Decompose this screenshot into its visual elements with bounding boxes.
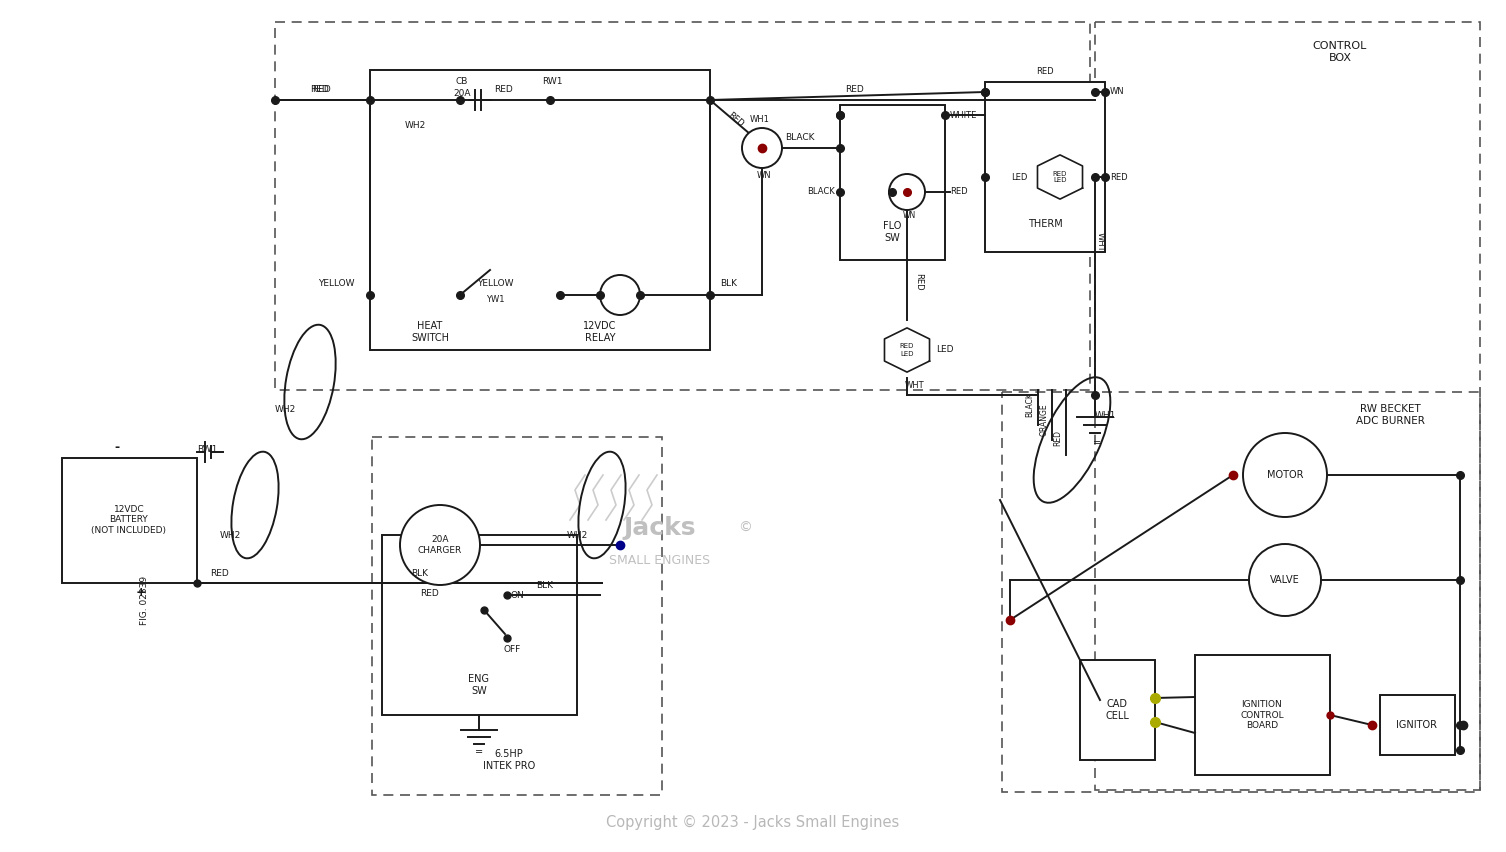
Text: 20A: 20A <box>453 89 471 99</box>
Bar <box>985 82 1105 252</box>
Text: IGNITION
CONTROL
BOARD: IGNITION CONTROL BOARD <box>1239 700 1283 730</box>
Text: WN: WN <box>902 211 916 221</box>
Text: 20A
CHARGER: 20A CHARGER <box>417 535 462 555</box>
Text: WHITE: WHITE <box>950 111 977 119</box>
Text: WN: WN <box>1110 88 1125 96</box>
Bar <box>1194 655 1330 775</box>
Text: RED: RED <box>420 589 440 597</box>
Text: YW1: YW1 <box>486 295 505 303</box>
Text: CB: CB <box>456 78 468 87</box>
Text: Jacks: Jacks <box>623 516 696 540</box>
Circle shape <box>1242 433 1327 517</box>
Text: WH2: WH2 <box>274 406 295 415</box>
Text: =: = <box>1093 438 1101 448</box>
Text: +: + <box>136 586 146 600</box>
Text: RED: RED <box>1054 430 1063 446</box>
Text: HEAT
SWITCH: HEAT SWITCH <box>411 321 449 343</box>
Text: LED: LED <box>1012 172 1029 181</box>
Text: 12VDC
BATTERY
(NOT INCLUDED): 12VDC BATTERY (NOT INCLUDED) <box>92 505 167 535</box>
Text: CAD
CELL: CAD CELL <box>1105 699 1130 721</box>
Text: BLK: BLK <box>720 279 736 287</box>
Text: OFF: OFF <box>503 646 521 654</box>
Text: RW BECKET
ADC BURNER: RW BECKET ADC BURNER <box>1355 404 1425 426</box>
Text: YELLOW: YELLOW <box>477 279 514 287</box>
Text: BLACK: BLACK <box>785 134 815 142</box>
Text: RED: RED <box>950 187 968 197</box>
Bar <box>840 105 944 260</box>
Text: RED: RED <box>310 85 330 95</box>
Circle shape <box>401 505 480 585</box>
Text: SMALL ENGINES: SMALL ENGINES <box>610 554 711 567</box>
Text: IGNITOR: IGNITOR <box>1396 720 1438 730</box>
Bar <box>1095 22 1480 790</box>
Text: WH2: WH2 <box>220 531 241 539</box>
Text: WHT: WHT <box>1095 233 1104 252</box>
Text: WH1: WH1 <box>1095 411 1116 419</box>
Text: THERM: THERM <box>1027 219 1062 229</box>
Text: RED: RED <box>211 568 229 578</box>
Text: 6.5HP
INTEK PRO: 6.5HP INTEK PRO <box>483 749 535 771</box>
Bar <box>383 535 577 715</box>
Bar <box>1001 392 1480 792</box>
Polygon shape <box>884 328 929 372</box>
Text: FLO
SW: FLO SW <box>883 222 901 243</box>
Circle shape <box>599 275 640 315</box>
Bar <box>1379 695 1455 755</box>
Text: RED: RED <box>494 85 514 95</box>
Text: WN: WN <box>756 171 771 181</box>
Text: RW1: RW1 <box>542 78 562 87</box>
Text: WH1: WH1 <box>750 116 770 124</box>
Text: ENG
SW: ENG SW <box>468 674 489 696</box>
Text: RED: RED <box>726 111 744 130</box>
Text: BLK: BLK <box>536 580 554 590</box>
Text: LED: LED <box>937 346 953 354</box>
Text: WH2: WH2 <box>405 120 426 130</box>
Text: Copyright © 2023 - Jacks Small Engines: Copyright © 2023 - Jacks Small Engines <box>607 815 899 830</box>
Text: RED
LED: RED LED <box>1053 170 1068 183</box>
Circle shape <box>889 174 925 210</box>
Text: ©: © <box>738 521 751 535</box>
Text: BLK: BLK <box>411 568 429 578</box>
Text: 12VDC
RELAY: 12VDC RELAY <box>583 321 616 343</box>
Text: RED: RED <box>846 85 864 95</box>
Bar <box>1080 660 1155 760</box>
Text: WH2: WH2 <box>566 531 587 539</box>
Text: BLACK: BLACK <box>807 187 834 197</box>
Text: FIG. 02339: FIG. 02339 <box>140 575 149 625</box>
Text: VALVE: VALVE <box>1270 575 1300 585</box>
Text: RED: RED <box>1110 172 1128 181</box>
Bar <box>62 458 197 583</box>
Text: BLACK: BLACK <box>1026 393 1035 417</box>
Text: WHT: WHT <box>905 381 925 389</box>
Bar <box>370 70 709 350</box>
Text: RED: RED <box>914 273 923 291</box>
Text: RED: RED <box>313 85 331 95</box>
Text: RED
LED: RED LED <box>899 343 914 356</box>
Circle shape <box>742 128 782 168</box>
Polygon shape <box>1038 155 1083 199</box>
Text: BW1: BW1 <box>197 446 217 454</box>
Text: RED: RED <box>1036 67 1054 77</box>
Text: ON: ON <box>511 590 524 600</box>
Text: MOTOR: MOTOR <box>1267 470 1303 480</box>
Circle shape <box>1248 544 1321 616</box>
Text: CONTROL
BOX: CONTROL BOX <box>1313 41 1367 63</box>
Bar <box>372 437 663 795</box>
Text: YELLOW: YELLOW <box>318 279 355 287</box>
Text: -: - <box>114 441 119 454</box>
Bar <box>276 22 1090 390</box>
Text: ORANGE: ORANGE <box>1039 404 1048 436</box>
Text: =: = <box>474 747 483 757</box>
